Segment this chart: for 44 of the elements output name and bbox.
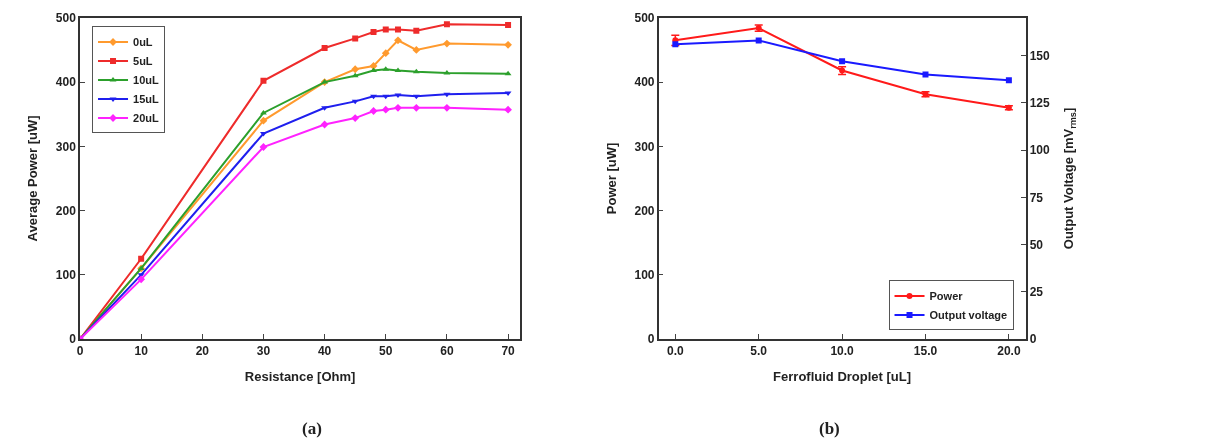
y-tick-label: 0 bbox=[69, 332, 77, 347]
y2-tick-label: 150 bbox=[1029, 48, 1051, 63]
legend-label: 0uL bbox=[133, 36, 153, 49]
legend-label: 20uL bbox=[133, 112, 159, 125]
x-tick-label: 40 bbox=[317, 344, 332, 359]
y2-tick-label: 0 bbox=[1029, 332, 1037, 347]
x-tick-label: 0.0 bbox=[666, 344, 684, 359]
legend-label: Output voltage bbox=[929, 309, 1008, 322]
x-tick-label: 20 bbox=[195, 344, 210, 359]
y-axis-title: Average Power [uW] bbox=[25, 115, 41, 242]
y2-tick-label: 125 bbox=[1029, 96, 1051, 111]
text: (b) bbox=[819, 419, 840, 438]
x-axis-title: Resistance [Ohm] bbox=[244, 369, 356, 385]
x-tick-label: 15.0 bbox=[913, 344, 938, 359]
legend-label: Power bbox=[929, 290, 964, 303]
x-tick-label: 70 bbox=[501, 344, 516, 359]
y-tick-label: 100 bbox=[55, 268, 77, 283]
legend-label: 5uL bbox=[133, 55, 153, 68]
y-tick-label: 200 bbox=[55, 203, 77, 218]
y-tick-label: 0 bbox=[647, 332, 655, 347]
x-tick-label: 60 bbox=[440, 344, 454, 359]
y-tick-label: 200 bbox=[634, 203, 655, 218]
x-tick-label: 5.0 bbox=[750, 344, 768, 359]
x-tick-label: 30 bbox=[256, 344, 271, 359]
x-axis-title: Ferrofluid Droplet [uL] bbox=[773, 369, 912, 385]
y-tick-label: 500 bbox=[55, 11, 77, 26]
y-tick-label: 500 bbox=[634, 11, 655, 26]
x-tick-label: 10 bbox=[134, 344, 149, 359]
legend-label: 10uL bbox=[133, 74, 159, 87]
y2-tick-label: 25 bbox=[1029, 285, 1044, 300]
text: (a) bbox=[302, 419, 322, 438]
y-tick-label: 300 bbox=[634, 139, 655, 154]
y2-tick-label: 100 bbox=[1029, 143, 1051, 158]
y-tick-label: 100 bbox=[634, 268, 655, 283]
x-tick-label: 50 bbox=[379, 344, 393, 359]
y-tick-label: 300 bbox=[55, 139, 77, 154]
y-tick-label: 400 bbox=[55, 75, 77, 90]
y-axis-title: Power [uW] bbox=[603, 142, 619, 215]
y2-tick-label: 75 bbox=[1029, 190, 1044, 205]
x-tick-label: 10.0 bbox=[830, 344, 855, 359]
x-tick-label: 20.0 bbox=[997, 344, 1021, 359]
y2-tick-label: 50 bbox=[1029, 237, 1044, 252]
y-tick-label: 400 bbox=[634, 75, 655, 90]
legend-label: 15uL bbox=[133, 93, 159, 106]
